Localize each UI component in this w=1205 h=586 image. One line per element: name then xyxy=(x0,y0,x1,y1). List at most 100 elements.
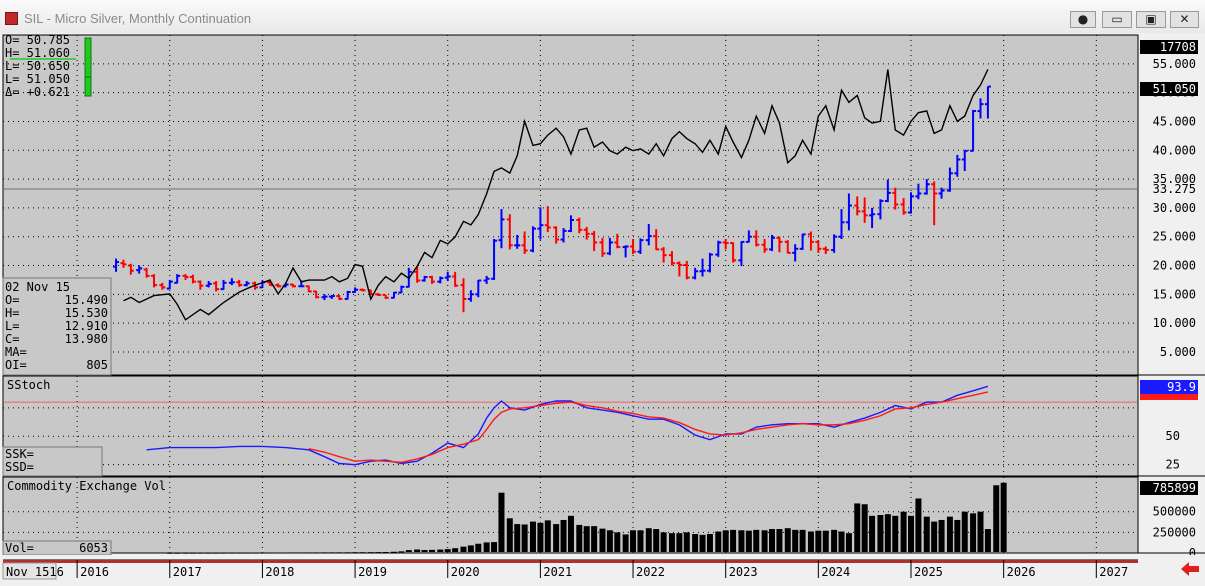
price-bar xyxy=(745,230,752,243)
volume-bar xyxy=(444,549,451,552)
volume-bar xyxy=(753,529,760,552)
volume-bar xyxy=(845,533,852,552)
price-panel[interactable] xyxy=(2,34,1139,376)
price-bar xyxy=(877,199,884,220)
volume-bar xyxy=(344,552,351,554)
stoch-tick-label: 50 xyxy=(1166,429,1180,443)
volume-bar xyxy=(483,542,490,552)
cursor-row-label: MA= xyxy=(5,345,27,359)
volume-bar xyxy=(653,529,660,552)
price-bar xyxy=(637,238,644,254)
pin-button[interactable]: ● xyxy=(1070,11,1096,28)
x-tick-label: 2017 xyxy=(173,565,202,579)
price-bar xyxy=(189,274,196,284)
volume-bar xyxy=(637,530,644,552)
price-bar xyxy=(328,294,335,299)
price-bar xyxy=(275,283,282,288)
volume-bar xyxy=(892,515,899,552)
price-bar xyxy=(483,275,490,284)
price-bar xyxy=(954,154,961,177)
price-bar xyxy=(683,260,690,280)
volume-bar xyxy=(275,552,282,554)
green-flag xyxy=(84,37,92,97)
app-icon xyxy=(5,12,18,25)
price-bar xyxy=(305,285,312,293)
price-bar xyxy=(544,206,551,233)
volume-bar xyxy=(583,526,590,552)
chart-area[interactable]: 5.000 10.000 15.000 20.000 25.000 30.000 35.00… xyxy=(0,33,1205,586)
info-delta: Δ= +0.621 xyxy=(5,85,70,99)
price-bar xyxy=(151,274,158,288)
price-bar xyxy=(676,261,683,277)
volume-bar xyxy=(514,524,521,552)
ssd-line xyxy=(308,391,989,464)
volume-bar xyxy=(491,542,498,552)
minimize-button[interactable]: ▭ xyxy=(1102,11,1132,28)
cursor-date: 02 Nov 15 xyxy=(5,280,70,294)
volume-bar xyxy=(421,550,428,552)
price-tick-label: 45.000 xyxy=(1153,114,1196,128)
price-bar xyxy=(375,293,382,297)
price-tick-label: 15.000 xyxy=(1153,287,1196,301)
volume-bar xyxy=(398,551,405,553)
volume-tick-label: 0 xyxy=(1189,546,1196,560)
volume-bar xyxy=(166,552,173,554)
price-bar xyxy=(514,234,521,249)
restore-button[interactable]: ▣ xyxy=(1136,11,1166,28)
price-bar xyxy=(120,259,127,268)
price-bar xyxy=(321,294,328,301)
volume-bar xyxy=(699,534,706,552)
price-bar xyxy=(845,193,852,231)
volume-bar xyxy=(854,503,861,552)
price-bar xyxy=(614,233,621,249)
volume-bar xyxy=(182,552,189,554)
volume-tick-label: 250000 xyxy=(1153,525,1196,539)
volume-bar xyxy=(228,552,235,554)
volume-bar xyxy=(799,529,806,552)
volume-bar xyxy=(984,529,991,552)
volume-bar xyxy=(290,552,297,554)
volume-bar xyxy=(359,552,366,554)
price-bar xyxy=(653,229,660,251)
x-tick-label: 2019 xyxy=(358,565,387,579)
crosshair-price-marker: 33.275 xyxy=(1153,182,1196,196)
volume-bar xyxy=(405,550,412,552)
price-bar xyxy=(382,293,389,299)
volume-bar xyxy=(428,549,435,552)
price-bar xyxy=(159,282,166,290)
price-bar xyxy=(822,246,829,254)
volume-bar xyxy=(614,532,621,552)
price-bar xyxy=(506,214,513,250)
scroll-arrow-icon[interactable] xyxy=(1181,562,1199,576)
volume-last-marker: 785899 xyxy=(1153,481,1196,495)
price-bar xyxy=(467,290,474,302)
price-axis: 5.000 10.000 15.000 20.000 25.000 30.000 35.00… xyxy=(1153,57,1196,359)
x-tick-label: 2022 xyxy=(636,565,665,579)
last-oi-marker: 17708 xyxy=(1160,40,1196,54)
open-interest-line xyxy=(123,69,989,321)
price-bar xyxy=(498,209,505,249)
price-tick-label: 35.000 xyxy=(1153,172,1196,186)
cursor-row-label: OI= xyxy=(5,358,27,372)
price-bar xyxy=(166,279,173,290)
volume-bar xyxy=(954,519,961,552)
price-bar xyxy=(668,251,675,266)
info-low-2: L= 51.050 xyxy=(5,72,70,86)
cursor-row-label: L= xyxy=(5,319,19,333)
cursor-row-value: 13.980 xyxy=(65,332,108,346)
grid xyxy=(3,35,1138,554)
volume-bar xyxy=(692,534,699,552)
price-tick-label: 30.000 xyxy=(1153,201,1196,215)
x-tick-label: 2021 xyxy=(543,565,572,579)
price-bar xyxy=(113,258,120,272)
volume-bar xyxy=(838,531,845,552)
stoch-panel[interactable] xyxy=(2,375,1139,477)
close-button[interactable]: ✕ xyxy=(1170,11,1199,28)
price-bar xyxy=(692,267,699,280)
volume-bar xyxy=(213,552,220,554)
price-bar xyxy=(630,239,637,254)
volume-bar xyxy=(313,552,320,554)
x-tick-label: 2023 xyxy=(729,565,758,579)
cursor-row-value: 15.530 xyxy=(65,306,108,320)
price-bar xyxy=(915,183,922,200)
